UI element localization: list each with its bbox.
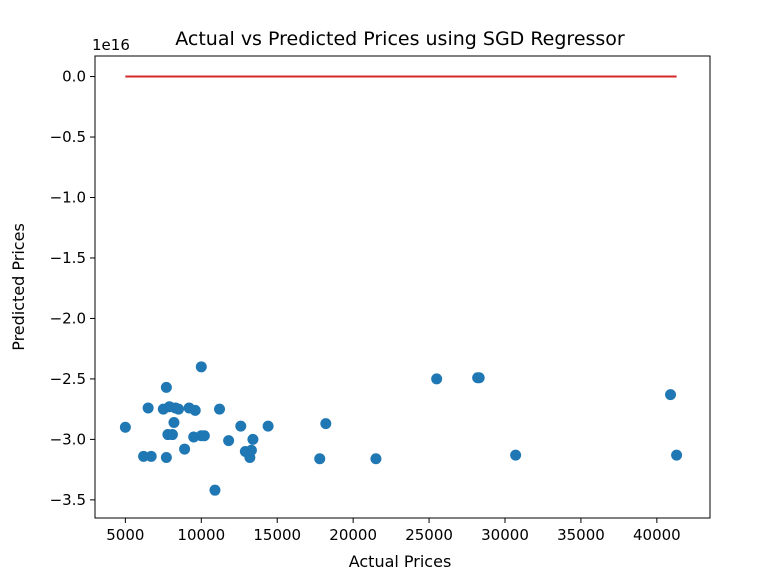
y-tick-label: 0.0 xyxy=(62,68,86,86)
x-tick-label: 5000 xyxy=(106,526,144,544)
data-point xyxy=(370,453,382,465)
data-point xyxy=(209,484,221,496)
data-point xyxy=(235,420,247,432)
data-point xyxy=(168,416,180,428)
data-point xyxy=(179,443,191,455)
y-tick-label: −3.5 xyxy=(50,491,86,509)
data-point xyxy=(510,449,522,461)
data-point xyxy=(320,418,332,430)
y-tick-label: −2.5 xyxy=(50,370,86,388)
data-point xyxy=(145,450,157,462)
y-offset-label: 1e16 xyxy=(92,36,130,54)
data-point xyxy=(665,389,677,401)
plot-area xyxy=(119,75,683,496)
data-point xyxy=(671,449,683,461)
data-point xyxy=(245,444,257,456)
data-point xyxy=(189,404,201,416)
data-point xyxy=(247,433,259,445)
data-point xyxy=(173,403,185,415)
data-point xyxy=(262,420,274,432)
x-axis: 5000 10000 15000 20000 25000 30000 35000 40000 xyxy=(106,518,681,544)
data-point xyxy=(214,403,226,415)
x-tick-label: 40000 xyxy=(633,526,681,544)
x-tick-label: 15000 xyxy=(253,526,301,544)
data-point xyxy=(160,381,172,393)
data-point xyxy=(314,453,326,465)
data-point xyxy=(195,361,207,373)
data-point xyxy=(119,421,131,433)
y-tick-label: −1.5 xyxy=(50,249,86,267)
data-point xyxy=(166,429,178,441)
y-tick-label: −0.5 xyxy=(50,128,86,146)
data-point xyxy=(142,402,154,414)
y-tick-label: −2.0 xyxy=(50,309,86,327)
x-axis-label: Actual Prices xyxy=(349,552,452,571)
chart-title: Actual vs Predicted Prices using SGD Reg… xyxy=(175,28,625,50)
x-tick-label: 10000 xyxy=(177,526,225,544)
y-tick-label: −3.0 xyxy=(50,430,86,448)
x-tick-label: 30000 xyxy=(481,526,529,544)
y-axis-label: Predicted Prices xyxy=(9,223,28,351)
y-tick-label: −1.0 xyxy=(50,189,86,207)
y-axis: 0.0 −0.5 −1.0 −1.5 −2.0 −2.5 −3.0 −3.5 xyxy=(50,68,95,509)
data-point xyxy=(223,435,235,447)
axes-frame xyxy=(94,55,711,519)
x-tick-label: 25000 xyxy=(405,526,453,544)
data-point xyxy=(198,430,210,442)
data-point xyxy=(138,450,150,462)
x-tick-label: 20000 xyxy=(329,526,377,544)
data-point xyxy=(473,372,485,384)
x-tick-label: 35000 xyxy=(557,526,605,544)
data-point xyxy=(431,373,443,385)
data-point xyxy=(160,452,172,464)
